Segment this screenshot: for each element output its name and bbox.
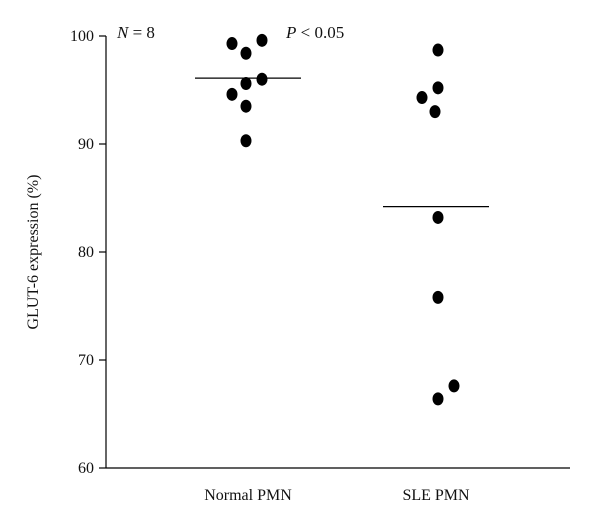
y-tick-label: 90 xyxy=(78,136,94,153)
n-value: = 8 xyxy=(128,23,155,42)
y-axis-label: GLUT-6 expression (%) xyxy=(25,175,42,330)
p-annotation: P < 0.05 xyxy=(285,23,344,42)
n-annotation: N = 8 xyxy=(116,23,155,42)
data-point xyxy=(240,134,252,148)
y-tick-label: 60 xyxy=(78,460,94,477)
data-point xyxy=(226,37,238,51)
category-label: SLE PMN xyxy=(402,487,470,504)
data-point xyxy=(416,91,428,105)
y-tick-label: 100 xyxy=(70,28,94,45)
y-tick-label: 80 xyxy=(78,244,94,261)
data-point xyxy=(256,72,268,86)
data-point xyxy=(240,99,252,113)
category-label: Normal PMN xyxy=(204,487,292,504)
data-point xyxy=(448,379,460,393)
data-point xyxy=(432,392,444,406)
data-point xyxy=(432,290,444,304)
data-point xyxy=(240,46,252,60)
y-ticks: 60 70 80 90 100 xyxy=(70,28,106,477)
axes: 60 70 80 90 100 xyxy=(70,28,570,477)
mean-lines xyxy=(195,77,489,208)
data-point xyxy=(432,43,444,57)
data-point xyxy=(256,33,268,47)
data-point xyxy=(432,81,444,95)
data-point xyxy=(226,87,238,101)
y-tick-label: 70 xyxy=(78,352,94,369)
data-point xyxy=(240,77,252,91)
data-points xyxy=(226,33,460,406)
category-labels: Normal PMN SLE PMN xyxy=(204,487,470,504)
p-symbol: P xyxy=(285,23,296,42)
p-value: < 0.05 xyxy=(296,23,344,42)
n-symbol: N xyxy=(116,23,130,42)
data-point xyxy=(429,105,441,119)
data-point xyxy=(432,210,444,224)
